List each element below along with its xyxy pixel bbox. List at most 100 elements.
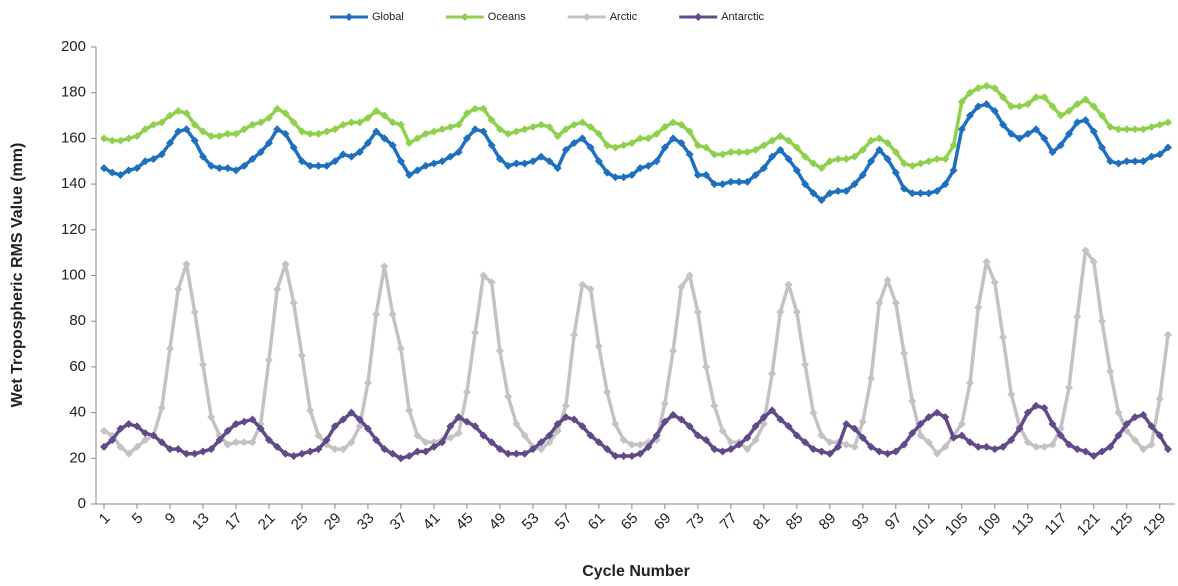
x-tick-label: 101 <box>909 510 939 540</box>
point-marker <box>454 413 463 422</box>
point-marker <box>339 120 348 129</box>
point-marker <box>817 431 826 440</box>
point-marker <box>726 177 735 186</box>
point-marker <box>388 310 397 319</box>
point-marker <box>355 415 364 424</box>
point-marker <box>1040 134 1049 143</box>
point-marker <box>1007 390 1016 399</box>
point-marker <box>512 449 521 458</box>
point-marker <box>479 431 488 440</box>
point-marker <box>759 413 768 422</box>
point-marker <box>883 449 892 458</box>
point-marker <box>718 426 727 435</box>
point-marker <box>825 189 834 198</box>
point-marker <box>1098 143 1107 152</box>
point-marker <box>710 150 719 159</box>
point-marker <box>1155 150 1164 159</box>
x-tick-label: 9 <box>162 510 180 528</box>
point-marker <box>124 449 133 458</box>
point-marker <box>297 127 306 136</box>
point-marker <box>735 177 744 186</box>
point-marker <box>660 143 669 152</box>
point-marker <box>1164 445 1172 454</box>
point-marker <box>1114 408 1123 417</box>
point-marker <box>817 196 826 205</box>
point-marker <box>273 442 282 451</box>
point-marker <box>660 417 669 426</box>
point-marker <box>1048 102 1057 111</box>
point-marker <box>339 150 348 159</box>
point-marker <box>594 438 603 447</box>
point-marker <box>1081 116 1090 125</box>
point-marker <box>264 113 273 122</box>
point-marker <box>1106 367 1115 376</box>
point-marker <box>207 132 216 141</box>
point-marker <box>1040 93 1049 102</box>
point-marker <box>1089 102 1098 111</box>
point-marker <box>215 132 224 141</box>
point-marker <box>355 118 364 127</box>
point-marker <box>165 445 174 454</box>
point-marker <box>388 118 397 127</box>
point-marker <box>1040 404 1049 413</box>
point-marker <box>1023 129 1032 138</box>
point-marker <box>974 102 983 111</box>
point-marker <box>702 143 711 152</box>
point-marker <box>990 445 999 454</box>
series-line <box>103 248 1170 456</box>
point-marker <box>504 392 513 401</box>
point-marker <box>726 445 735 454</box>
point-marker <box>256 118 265 127</box>
x-tick-label: 41 <box>420 510 444 534</box>
point-marker <box>858 433 867 442</box>
point-marker <box>141 436 150 445</box>
point-marker <box>1114 159 1123 168</box>
point-marker <box>578 118 587 127</box>
point-marker <box>1032 401 1041 410</box>
series-line <box>102 403 1170 461</box>
point-marker <box>792 431 801 440</box>
point-marker <box>586 285 595 294</box>
point-marker <box>949 433 958 442</box>
point-marker <box>644 161 653 170</box>
point-marker <box>982 442 991 451</box>
point-marker <box>743 148 752 157</box>
point-marker <box>792 166 801 175</box>
point-marker <box>792 308 801 317</box>
point-marker <box>990 106 999 115</box>
point-marker <box>190 136 199 145</box>
point-marker <box>1114 125 1123 134</box>
point-marker <box>933 408 942 417</box>
x-tick-label: 25 <box>288 510 312 534</box>
point-marker <box>528 445 537 454</box>
point-marker <box>165 344 174 353</box>
point-marker <box>751 422 760 431</box>
x-tick-label: 109 <box>975 510 1005 540</box>
point-marker <box>1015 134 1024 143</box>
series-line <box>103 84 1169 170</box>
point-marker <box>396 344 405 353</box>
x-tick-label: 69 <box>651 510 675 534</box>
point-marker <box>924 413 933 422</box>
point-marker <box>718 447 727 456</box>
point-marker <box>149 154 158 163</box>
point-marker <box>306 406 315 415</box>
legend-label: Arctic <box>610 11 638 23</box>
point-marker <box>578 422 587 431</box>
point-marker <box>297 157 306 166</box>
point-marker <box>669 118 678 127</box>
point-marker <box>883 154 892 163</box>
legend-label: Oceans <box>488 11 526 23</box>
point-marker <box>636 164 645 173</box>
point-marker <box>693 141 702 150</box>
y-tick-label: 80 <box>69 312 86 329</box>
point-marker <box>471 125 480 134</box>
point-marker <box>100 426 108 435</box>
point-marker <box>768 152 777 161</box>
point-marker <box>100 134 108 143</box>
point-marker <box>594 342 603 351</box>
point-marker <box>801 360 810 369</box>
point-marker <box>264 138 273 147</box>
point-marker <box>908 429 917 438</box>
point-marker <box>603 168 612 177</box>
